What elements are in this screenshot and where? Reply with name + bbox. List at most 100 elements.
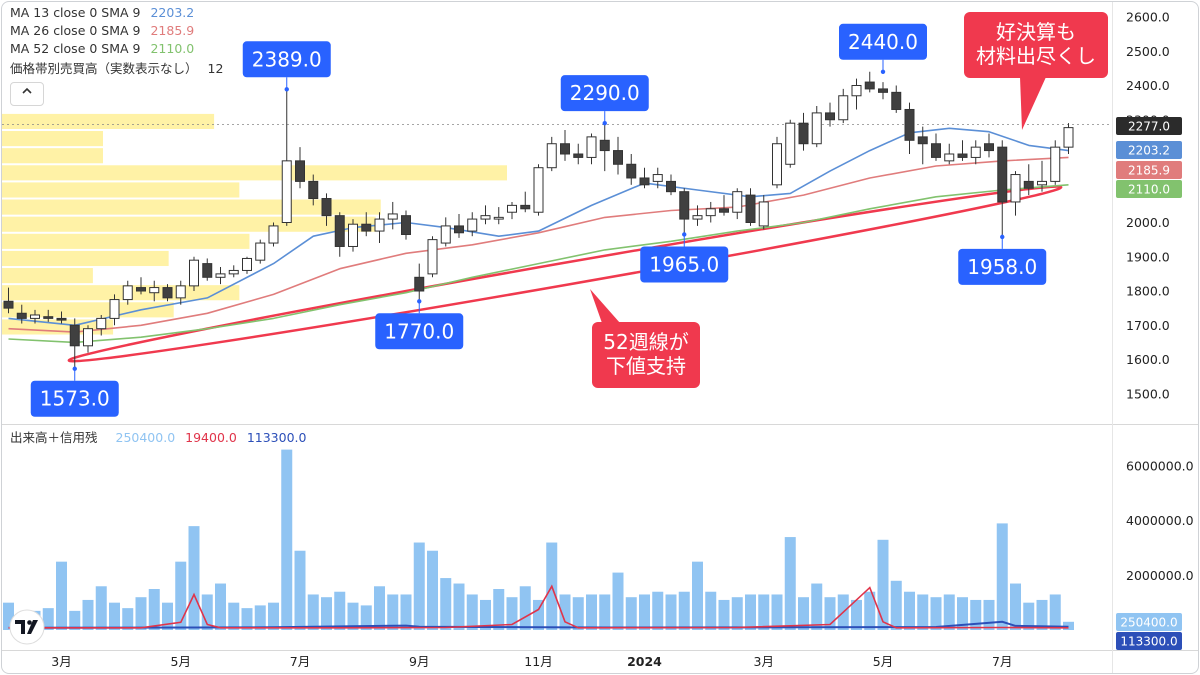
candle-body [546,143,557,169]
candle-body [1037,180,1047,186]
ma26-line [8,156,1069,333]
tradingview-logo [9,609,45,645]
volume-bar [334,591,346,630]
candle-body [705,208,716,217]
candle-body [30,314,40,319]
candle-body [175,285,186,299]
candle-body [520,204,531,210]
volume-bar [321,597,332,630]
candle-body [626,163,637,179]
legend-ma26[interactable]: MA 26 close 0 SMA 9 2185.9 [10,22,194,40]
volume-bar [347,602,359,630]
logo-badge [9,609,45,645]
callout-dot [880,69,886,75]
note-support-line: 下値支持 [606,354,686,378]
volume-profile [2,113,507,335]
price-callout-text: 1770.0 [384,319,454,343]
volume-profile-bar [2,131,103,147]
volume-bar [148,589,160,630]
candle-body [83,328,93,347]
legend-ma52-value: 2110.0 [150,41,195,56]
candle-body [348,223,358,247]
note-earnings-line: 好決算も [996,20,1076,44]
volume-bar [175,561,187,630]
volume-bar [559,594,571,630]
volume-bar [162,602,173,630]
volume-bar [3,602,14,630]
candle-body [374,218,385,232]
volume-bar [745,594,756,630]
volume-bar [1023,602,1035,630]
volume-bar [678,591,690,630]
candle-body [785,122,796,165]
volume-legend[interactable]: 出来高＋信用残 250400.0 19400.0 113300.0 [10,429,306,447]
candle-body [334,215,345,247]
legend-ma13-label: MA 13 close 0 SMA 9 [10,5,141,20]
callout-dot [284,87,289,92]
volume-bar [241,608,253,630]
collapse-legend-button[interactable] [10,82,44,106]
candle-body [96,317,107,330]
volume-bar [784,537,796,630]
candle-body [652,174,663,182]
candle-body [215,273,226,278]
volume-bar [519,586,531,630]
price-callout-box [560,75,649,112]
candle-body [467,218,478,232]
support-ellipse-outline [67,185,1063,363]
price-tick-label: 2000.0 [1126,215,1170,230]
legend-volume-profile[interactable]: 価格帯別売買高（実数表示なし） 12 [10,60,223,78]
volume-profile-bar [2,148,103,164]
price-tag-label: 2110.0 [1128,183,1170,197]
candle-body [957,153,968,158]
price-callout-box [30,380,119,417]
price-tag-label: 2277.0 [1128,120,1170,134]
candle-body [321,198,332,217]
volume-profile-bar [2,113,215,130]
volume-bar [957,597,968,630]
volume-bar [69,610,81,630]
price-callout-text: 1965.0 [649,252,719,276]
volume-tick-label: 2000000.0 [1126,568,1194,583]
legend-ma13[interactable]: MA 13 close 0 SMA 9 2203.2 [10,4,194,22]
candle-body [3,300,14,309]
candle-body [440,225,451,244]
time-tick-label: 7月 [992,654,1012,669]
volume-bar [294,550,306,630]
price-tick-label: 2400.0 [1126,78,1170,93]
volume-tick-label: 6000000.0 [1126,459,1194,474]
price-callout-box [839,23,927,60]
candle-body [851,85,862,97]
volume-profile-bar [2,165,507,181]
candle-body [109,299,120,319]
price-callout-text: 1573.0 [40,387,110,411]
legend-vp-value: 12 [207,61,224,76]
candle-body [268,225,279,244]
volume-bar [188,526,200,630]
volume-bar [824,597,836,630]
volume-bar [228,602,240,630]
volume-bar [109,602,120,630]
volume-bar [374,586,385,630]
candle-body [811,112,822,145]
candle-body [401,215,411,235]
candle-body [692,215,703,220]
candle-body [493,216,504,220]
volume-legend-v2: 19400.0 [185,430,237,445]
candle-body [427,239,438,275]
callout-dot [682,232,687,237]
volume-profile-bar [2,250,169,267]
price-tick-label: 1500.0 [1126,386,1170,401]
candle-body [507,204,517,213]
note-earnings-pointer [1020,77,1046,130]
candle-body [56,317,67,321]
volume-bar [943,594,955,630]
legend-ma52[interactable]: MA 52 close 0 SMA 9 2110.0 [10,40,194,58]
volume-bar [268,602,279,630]
candle-body [719,208,729,213]
candle-body [772,143,782,186]
callout-dot [1000,234,1005,240]
chevron-up-icon [22,87,32,94]
volume-bar [1036,599,1048,630]
